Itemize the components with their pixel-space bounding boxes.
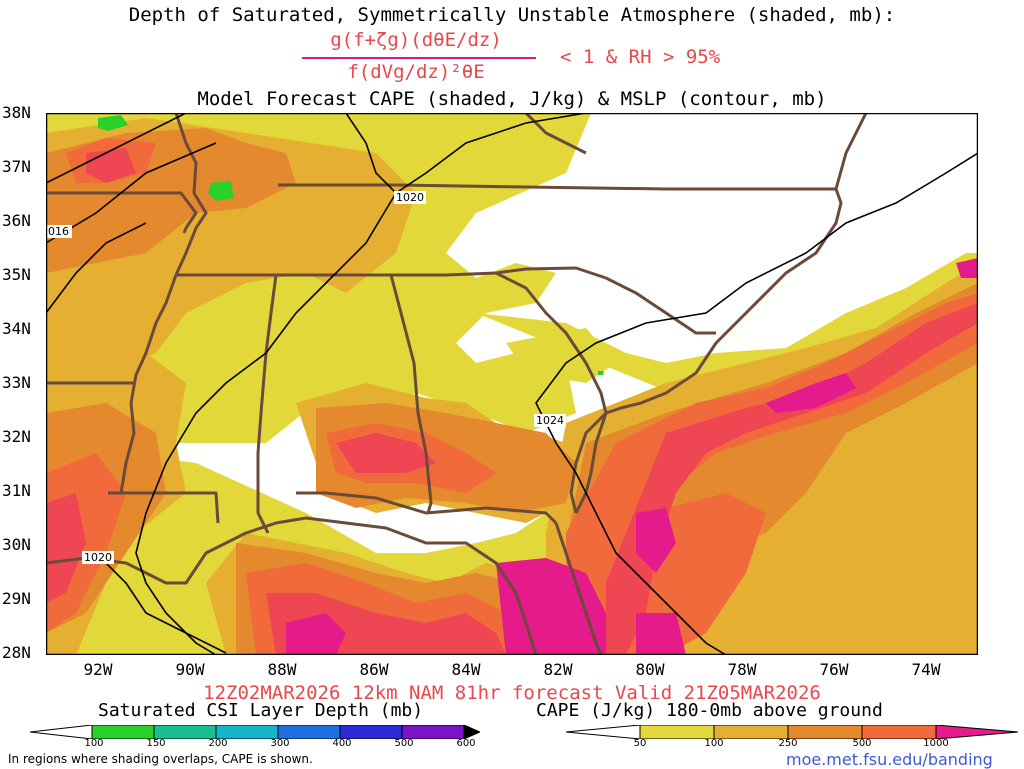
contour-label: 1024	[536, 414, 564, 427]
legend-tick: 600	[456, 738, 476, 749]
formula-condition: < 1 & RH > 95%	[560, 46, 721, 68]
lat-label: 35N	[2, 265, 31, 284]
mslp-contours	[46, 113, 978, 655]
legend-tick: 150	[146, 738, 166, 749]
chart-subtitle: Model Forecast CAPE (shaded, J/kg) & MSL…	[197, 88, 827, 110]
lat-label: 32N	[2, 427, 31, 446]
contour-label: 016	[48, 225, 69, 238]
lon-label: 84W	[451, 660, 481, 679]
formula-numerator: g(f+ζg)(dθE/dz)	[330, 29, 502, 51]
lat-label: 37N	[2, 157, 31, 176]
lat-label: 33N	[2, 373, 31, 392]
legend-tick: 250	[778, 738, 798, 749]
site-link[interactable]: moe.met.fsu.edu/banding	[786, 750, 993, 769]
state-borders	[46, 113, 843, 534]
legend-tick: 100	[704, 738, 724, 749]
forecast-map: 1020 016 1024 1020	[46, 113, 978, 655]
legend-tick: 500	[852, 738, 872, 749]
formula-fraction-bar	[302, 57, 536, 59]
legend-tick: 50	[633, 738, 647, 749]
lat-label: 38N	[2, 103, 31, 122]
lon-label: 90W	[175, 660, 205, 679]
lat-label: 31N	[2, 481, 31, 500]
lat-label: 30N	[2, 535, 31, 554]
legend-right-title: CAPE (J/kg) 180-0mb above ground	[536, 700, 883, 721]
legend-left-title: Saturated CSI Layer Depth (mb)	[98, 700, 424, 721]
valid-time-text: 12Z02MAR2026 12km NAM 81hr forecast Vali…	[203, 682, 821, 704]
lon-label: 74W	[911, 660, 941, 679]
contour-labels: 1020 016 1024 1020	[46, 191, 566, 564]
formula-denominator: f(dVg/dz)²θE	[347, 61, 485, 83]
lat-label: 29N	[2, 589, 31, 608]
lat-label: 34N	[2, 319, 31, 338]
legend-tick: 400	[332, 738, 352, 749]
contour-label: 1020	[396, 191, 424, 204]
overlap-note: In regions where shading overlaps, CAPE …	[8, 752, 313, 766]
cape-legend-bar	[566, 725, 1018, 739]
legend-tick: 200	[208, 738, 228, 749]
chart-title: Depth of Saturated, Symmetrically Unstab…	[128, 4, 896, 26]
lon-label: 86W	[359, 660, 389, 679]
legend-tick: 500	[394, 738, 414, 749]
legend-tick: 300	[270, 738, 290, 749]
map-frame	[46, 113, 978, 655]
legend-tick: 1000	[923, 738, 949, 749]
lat-label: 36N	[2, 211, 31, 230]
coastline	[46, 113, 868, 655]
legend-tick: 100	[84, 738, 104, 749]
lon-label: 78W	[727, 660, 757, 679]
csi-shading-100	[98, 115, 604, 375]
lon-label: 80W	[635, 660, 665, 679]
lon-label: 92W	[83, 660, 113, 679]
lon-label: 76W	[819, 660, 849, 679]
lon-label: 82W	[543, 660, 573, 679]
contour-label: 1020	[84, 551, 112, 564]
cape-shading-max	[286, 258, 978, 655]
csi-legend-bar	[30, 725, 480, 739]
lon-label: 88W	[267, 660, 297, 679]
lat-label: 28N	[2, 643, 31, 662]
